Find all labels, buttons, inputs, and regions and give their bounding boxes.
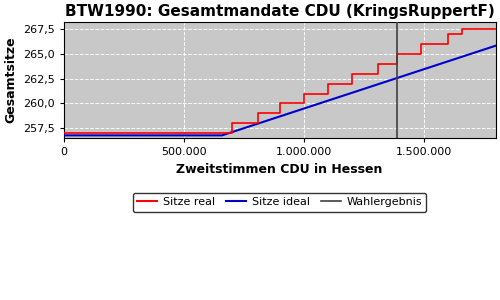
- Legend: Sitze real, Sitze ideal, Wahlergebnis: Sitze real, Sitze ideal, Wahlergebnis: [133, 193, 426, 212]
- Title: BTW1990: Gesamtmandate CDU (KringsRuppertF): BTW1990: Gesamtmandate CDU (KringsRupper…: [65, 4, 494, 19]
- Y-axis label: Gesamtsitze: Gesamtsitze: [4, 37, 17, 123]
- X-axis label: Zweitstimmen CDU in Hessen: Zweitstimmen CDU in Hessen: [176, 163, 383, 176]
